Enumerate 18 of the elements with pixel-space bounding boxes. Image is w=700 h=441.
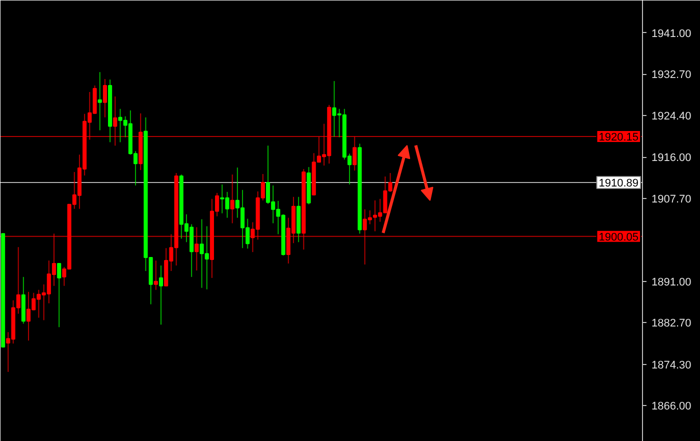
y-tick-label: 1891.00 [652,276,692,288]
y-tick-label: 1874.30 [652,359,692,372]
y-tick-label: 1924.40 [652,110,692,122]
candlestick [230,174,234,224]
ref-line-label: 1900.05 [598,231,639,244]
y-tick-label: 1882.70 [652,318,692,330]
candlestick [158,265,164,326]
y-tick-label: 1916.00 [652,152,692,164]
candlestick [154,260,158,290]
y-tick-label: 1941.00 [652,28,692,40]
candlestick [57,263,62,328]
y-tick-label: 1866.00 [652,400,692,413]
candlestick [102,78,107,118]
ref-line-label: 1920.15 [598,131,639,144]
y-tick-label: 1932.70 [652,69,692,82]
y-tick-label: 1907.70 [652,193,692,206]
ref-line-label: 1910.89 [598,178,639,190]
candlestick [98,72,102,131]
